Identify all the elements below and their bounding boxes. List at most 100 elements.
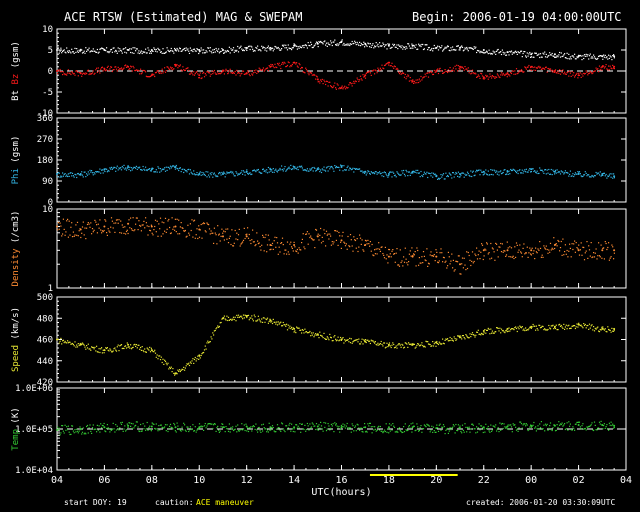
data-point bbox=[578, 322, 580, 324]
data-point bbox=[584, 55, 586, 57]
data-point bbox=[139, 430, 141, 433]
data-point bbox=[145, 52, 147, 54]
data-point bbox=[258, 426, 260, 429]
data-point bbox=[448, 430, 450, 432]
data-point bbox=[378, 242, 380, 244]
data-point bbox=[286, 241, 289, 243]
data-point bbox=[418, 172, 420, 174]
data-point bbox=[555, 324, 557, 326]
data-point bbox=[603, 65, 605, 67]
data-point bbox=[275, 431, 277, 433]
data-point bbox=[535, 172, 537, 174]
data-point bbox=[485, 249, 487, 251]
data-point bbox=[223, 230, 225, 232]
data-point bbox=[116, 219, 118, 221]
data-point bbox=[135, 344, 137, 346]
data-point bbox=[452, 67, 454, 69]
data-point bbox=[198, 77, 200, 79]
data-point bbox=[101, 427, 103, 429]
data-point bbox=[395, 252, 397, 254]
data-point bbox=[445, 172, 447, 174]
data-point bbox=[533, 250, 535, 252]
data-point bbox=[511, 169, 513, 172]
data-point-key bbox=[387, 255, 390, 258]
data-point bbox=[577, 326, 579, 328]
data-point bbox=[400, 174, 402, 176]
data-point bbox=[584, 323, 586, 326]
data-point bbox=[145, 351, 147, 353]
data-point bbox=[549, 173, 551, 175]
data-point bbox=[72, 73, 74, 75]
data-point bbox=[589, 70, 591, 73]
data-point-key bbox=[435, 427, 438, 430]
data-point bbox=[398, 173, 400, 175]
data-point bbox=[140, 169, 142, 171]
data-point bbox=[378, 425, 380, 427]
data-point bbox=[613, 67, 615, 69]
data-point bbox=[210, 423, 212, 425]
data-point bbox=[175, 164, 177, 167]
data-point bbox=[346, 166, 348, 169]
data-point bbox=[194, 426, 196, 428]
data-point bbox=[327, 170, 329, 172]
data-point bbox=[279, 167, 281, 170]
data-point bbox=[165, 362, 167, 364]
data-point bbox=[326, 166, 328, 168]
data-point bbox=[536, 54, 538, 56]
data-point bbox=[483, 173, 485, 175]
data-point bbox=[100, 423, 102, 425]
data-point bbox=[532, 252, 534, 255]
data-point-key bbox=[435, 46, 438, 49]
data-point bbox=[492, 75, 494, 78]
data-point bbox=[102, 425, 104, 427]
data-point bbox=[273, 48, 275, 50]
data-point bbox=[62, 233, 64, 235]
data-point bbox=[475, 432, 477, 434]
data-point bbox=[307, 72, 309, 74]
data-point bbox=[64, 424, 66, 426]
data-point bbox=[461, 172, 463, 174]
data-point bbox=[125, 430, 127, 432]
data-point bbox=[177, 425, 179, 427]
data-point bbox=[149, 168, 151, 170]
data-point bbox=[61, 425, 63, 427]
xtick-label: 14 bbox=[288, 475, 300, 486]
data-point bbox=[336, 230, 338, 232]
data-point bbox=[473, 46, 475, 48]
data-point bbox=[170, 167, 172, 169]
data-point bbox=[115, 49, 117, 51]
data-point bbox=[233, 242, 235, 244]
data-point bbox=[484, 77, 486, 79]
data-point bbox=[535, 52, 537, 54]
data-point bbox=[562, 55, 564, 57]
data-point bbox=[193, 358, 196, 361]
data-point bbox=[89, 51, 91, 53]
data-point bbox=[175, 231, 177, 233]
data-point bbox=[118, 350, 120, 352]
data-point bbox=[277, 253, 279, 255]
data-point bbox=[237, 71, 240, 73]
data-point bbox=[75, 174, 77, 176]
data-point bbox=[149, 50, 152, 53]
ylabel-part: (km/s) bbox=[11, 307, 21, 345]
data-point bbox=[280, 49, 282, 51]
data-point bbox=[210, 336, 212, 338]
data-point bbox=[550, 429, 552, 431]
data-point bbox=[164, 424, 167, 426]
data-point bbox=[574, 327, 576, 330]
data-point bbox=[117, 47, 119, 49]
data-point bbox=[305, 430, 307, 432]
data-point bbox=[95, 51, 97, 53]
data-point bbox=[447, 174, 449, 177]
data-point bbox=[500, 53, 503, 56]
data-point bbox=[454, 49, 456, 51]
data-point bbox=[432, 255, 435, 257]
data-point bbox=[106, 51, 108, 53]
data-point bbox=[229, 318, 231, 321]
data-point bbox=[436, 424, 438, 426]
data-point bbox=[407, 346, 409, 348]
data-point bbox=[182, 168, 184, 170]
data-point bbox=[398, 44, 400, 46]
data-point bbox=[67, 342, 69, 344]
data-point bbox=[442, 173, 445, 175]
